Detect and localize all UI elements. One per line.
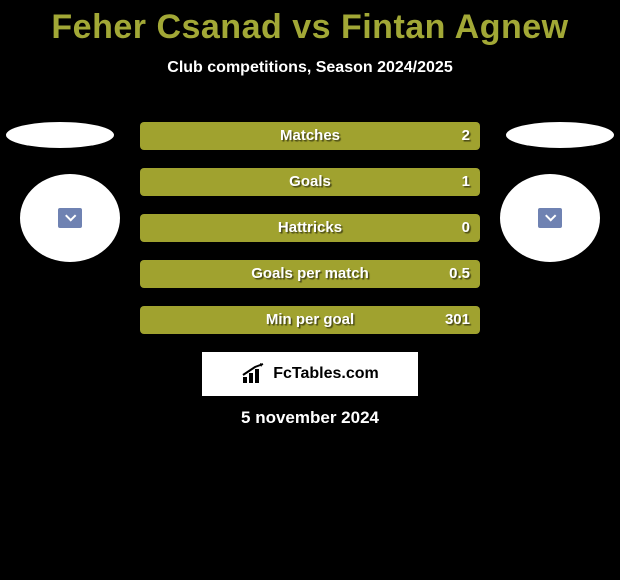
- stat-value: 301: [445, 306, 470, 334]
- right-ellipse-shadow: [506, 122, 614, 148]
- stats-list: Matches 2 Goals 1 Hattricks 0 Goals per …: [140, 122, 480, 352]
- placeholder-icon: [58, 208, 82, 228]
- stat-label: Hattricks: [140, 214, 480, 242]
- page-title: Feher Csanad vs Fintan Agnew: [0, 0, 620, 47]
- stat-row-goals: Goals 1: [140, 168, 480, 196]
- stat-value: 2: [462, 122, 470, 150]
- left-player-avatar: [20, 174, 120, 262]
- chart-icon: [241, 363, 267, 385]
- stat-value: 0: [462, 214, 470, 242]
- source-logo[interactable]: FcTables.com: [202, 352, 418, 396]
- left-ellipse-shadow: [6, 122, 114, 148]
- stat-value: 0.5: [449, 260, 470, 288]
- stat-row-hattricks: Hattricks 0: [140, 214, 480, 242]
- stat-label: Goals per match: [140, 260, 480, 288]
- placeholder-icon: [538, 208, 562, 228]
- stat-value: 1: [462, 168, 470, 196]
- widget-container: Feher Csanad vs Fintan Agnew Club compet…: [0, 0, 620, 580]
- right-player-avatar: [500, 174, 600, 262]
- date-label: 5 november 2024: [0, 408, 620, 428]
- stat-label: Min per goal: [140, 306, 480, 334]
- stat-label: Matches: [140, 122, 480, 150]
- stat-label: Goals: [140, 168, 480, 196]
- subtitle: Club competitions, Season 2024/2025: [0, 59, 620, 77]
- stat-row-matches: Matches 2: [140, 122, 480, 150]
- stat-row-goals-per-match: Goals per match 0.5: [140, 260, 480, 288]
- logo-text: FcTables.com: [273, 365, 379, 383]
- stat-row-min-per-goal: Min per goal 301: [140, 306, 480, 334]
